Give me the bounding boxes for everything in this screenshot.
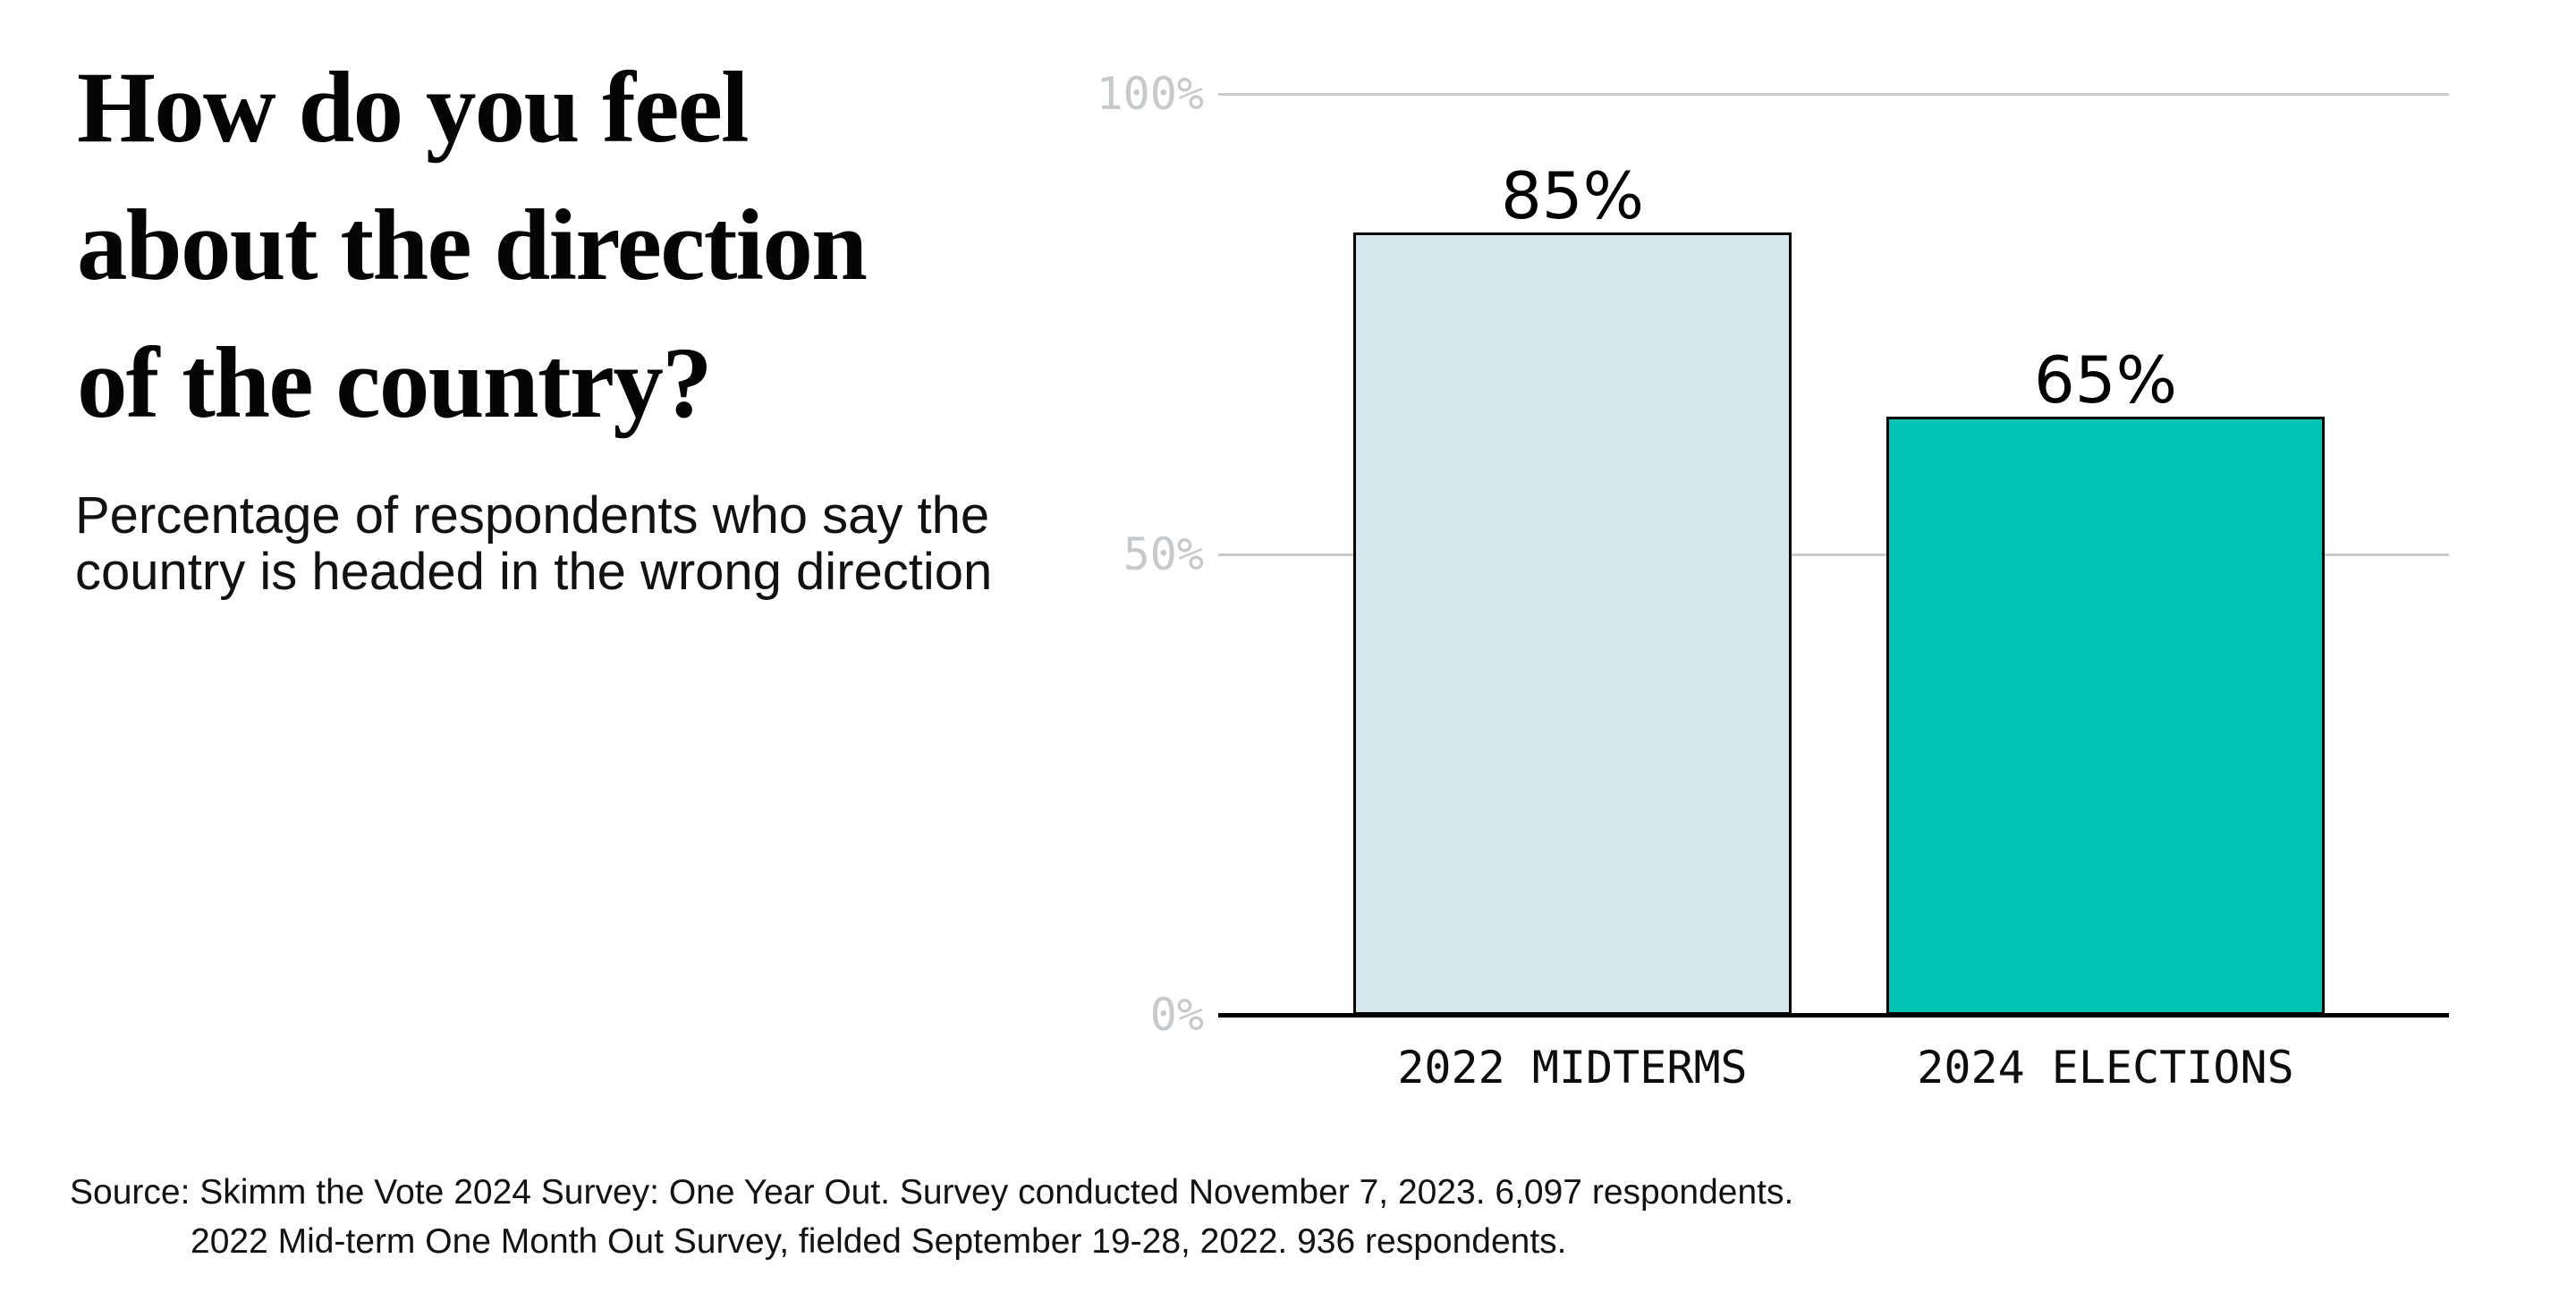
source-note: Source: Skimm the Vote 2024 Survey: One … (70, 1168, 1859, 1266)
y-tick-label-50: 50% (1123, 528, 1204, 580)
source-line-2: 2022 Mid-term One Month Out Survey, fiel… (191, 1222, 1567, 1261)
y-tick-label-100: 100% (1096, 68, 1204, 120)
chart-subtitle-line: Percentage of respondents who say the (75, 486, 990, 545)
chart-subtitle: Percentage of respondents who say the co… (75, 487, 1148, 600)
chart-subtitle-line: country is headed in the wrong direction (75, 543, 993, 601)
chart-title: How do you feel about the direction of t… (77, 39, 1150, 452)
x-axis-rule (1218, 1012, 2449, 1018)
x-axis-label-2024-elections: 2024 ELECTIONS (1917, 1042, 2294, 1094)
y-tick-label-0: 0% (1149, 989, 1204, 1041)
chart-title-line: How do you feel (77, 52, 750, 164)
bar-2022-midterms: 85% (1353, 164, 1792, 1015)
bar-2024-elections: 65% (1886, 348, 2325, 1015)
gridline-50-rule (1218, 553, 2449, 556)
chart-title-line: about the direction (77, 190, 868, 301)
x-axis-label-2022-midterms: 2022 MIDTERMS (1397, 1042, 1748, 1094)
gridline-100-rule (1218, 92, 2449, 96)
source-line-1: Source: Skimm the Vote 2024 Survey: One … (70, 1173, 1794, 1212)
bar-value-label-2022: 85% (1500, 157, 1645, 233)
chart-title-line: of the country? (77, 327, 713, 439)
bar-chart-plot-area: 100% 50% 0% 85% 65% 2022 MIDTERMS 2024 E… (1097, 68, 2449, 1090)
bar-value-label-2024: 65% (2033, 342, 2178, 418)
